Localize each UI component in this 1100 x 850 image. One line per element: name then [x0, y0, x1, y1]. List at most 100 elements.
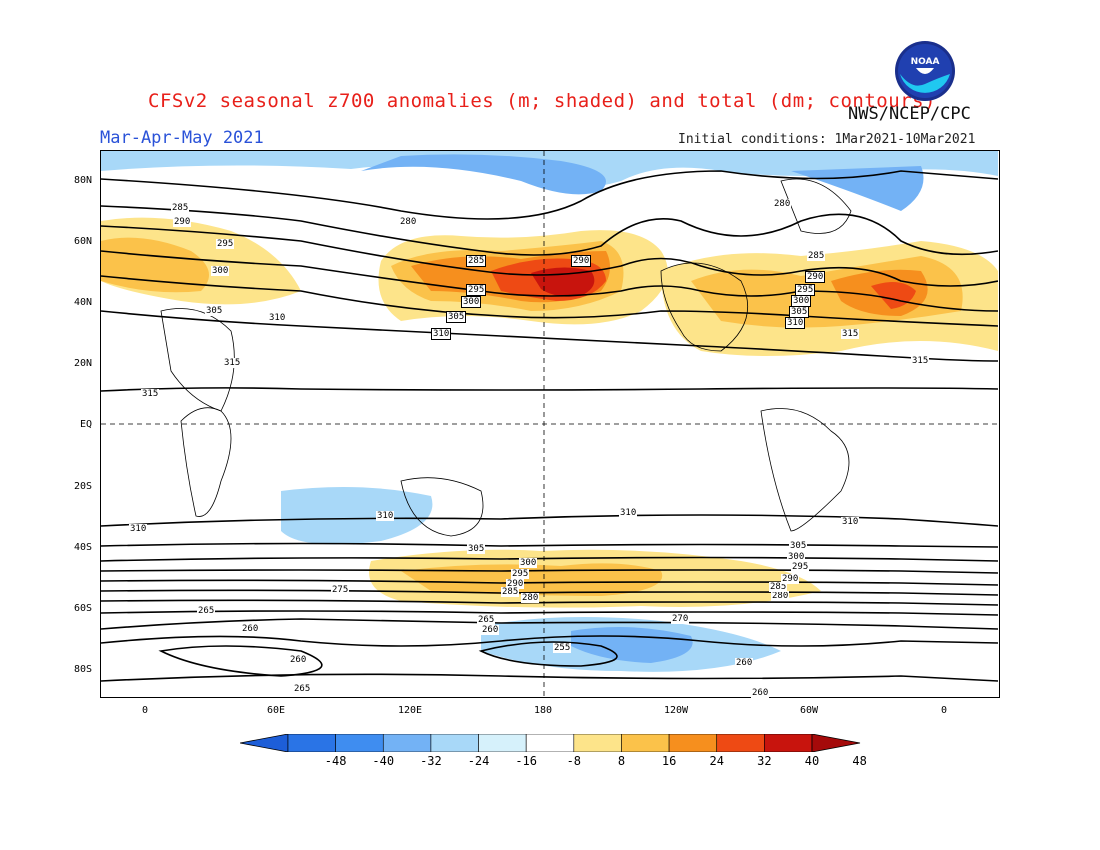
colorbar-cell: [525, 734, 575, 752]
contour-label: 295: [466, 284, 487, 296]
contour-label: 265: [197, 606, 216, 616]
contour-label: 265: [477, 615, 496, 625]
lat-label: 60S: [74, 603, 93, 614]
lon-label: 60W: [800, 705, 819, 716]
colorbar-cell: [430, 734, 479, 752]
colorbar-cell: [287, 734, 336, 752]
colorbar-label: -32: [420, 754, 442, 768]
contour-label: 305: [446, 311, 467, 323]
colorbar-cell: [716, 734, 765, 752]
colorbar-label: -40: [372, 754, 395, 768]
contour-label: 315: [841, 329, 860, 339]
map-title: CFSv2 seasonal z700 anomalies (m; shaded…: [148, 90, 936, 112]
colorbar-label: -8: [566, 754, 582, 768]
contour-label: 290: [571, 255, 592, 267]
colorbar-label: 48: [852, 754, 867, 768]
lat-label: 40S: [74, 542, 93, 553]
contour-label: 310: [431, 328, 452, 340]
colorbar-cell: [382, 734, 432, 752]
noaa-logo-text: NOAA: [911, 57, 940, 67]
contour-label: 305: [789, 541, 808, 551]
lat-label: 80N: [74, 175, 93, 186]
map-panel: 290 285 295 300 305 310 285 290 295 300 …: [100, 150, 1000, 698]
map-svg: [100, 151, 999, 696]
colorbar-label: 16: [661, 754, 677, 768]
colorbar-label: 40: [804, 754, 820, 768]
lat-label: 20N: [74, 358, 93, 369]
lon-label: 0: [142, 705, 149, 716]
contour-label: 300: [519, 558, 538, 568]
lat-label: 80S: [74, 664, 93, 675]
coastlines: [160, 178, 852, 537]
colorbar-label: 8: [617, 754, 626, 768]
contour-label: 260: [241, 624, 260, 634]
contour-label: 310: [785, 317, 806, 329]
contour-label: 315: [141, 389, 160, 399]
contour-label: 290: [781, 574, 800, 584]
colorbar-cell: [764, 734, 813, 752]
initial-conditions-label: Initial conditions: 1Mar2021-10Mar2021: [678, 132, 976, 147]
contour-label: 260: [735, 658, 754, 668]
noaa-logo: NOAA: [894, 40, 956, 106]
colorbar-label: -24: [467, 754, 490, 768]
season-label: Mar-Apr-May 2021: [100, 128, 264, 148]
lat-label: 40N: [74, 297, 93, 308]
colorbar-label: -16: [515, 754, 538, 768]
colorbar-cell: [335, 734, 384, 752]
contour-label: 300: [461, 296, 482, 308]
contour-label: 290: [173, 217, 192, 227]
lon-label: 0: [941, 705, 948, 716]
contour-label: 315: [911, 356, 930, 366]
contour-label: 305: [467, 544, 486, 554]
contour-label: 260: [289, 655, 308, 665]
negative-anomaly-north-core: [361, 154, 606, 195]
contour-label: 295: [511, 569, 530, 579]
lon-label: 120E: [398, 705, 423, 716]
contour-label: 260: [751, 688, 770, 698]
contour-label: 270: [671, 614, 690, 624]
contour-label: 300: [211, 266, 230, 276]
contour-label: 275: [331, 585, 350, 595]
colorbar-cell: [668, 734, 718, 752]
contour-label: 280: [399, 217, 418, 227]
contour-label: 300: [787, 552, 806, 562]
contour-label: 290: [506, 579, 525, 589]
contour-label: 315: [223, 358, 242, 368]
contour-label: 290: [805, 271, 826, 283]
colorbar-label: -48: [324, 754, 347, 768]
contour-label: 285: [466, 255, 487, 267]
colorbar-right-arrow: [811, 734, 861, 752]
contour-label: 280: [521, 593, 540, 603]
lon-label: 60E: [267, 705, 286, 716]
contour-label: 285: [171, 203, 190, 213]
colorbar-left-arrow: [240, 734, 289, 752]
contour-label: 295: [791, 562, 810, 572]
lon-label: 120W: [664, 705, 689, 716]
colorbar-label: 24: [709, 754, 724, 768]
negative-anomaly-south-indian: [281, 487, 433, 545]
contour-label: 280: [771, 591, 790, 601]
lon-label: 180: [534, 705, 553, 716]
colorbar-cell: [621, 734, 670, 752]
contour-label: 310: [268, 313, 287, 323]
contour-label: 285: [769, 582, 788, 592]
contour-label: 285: [501, 587, 520, 597]
contour-label: 295: [216, 239, 235, 249]
contour-label: 285: [807, 251, 826, 261]
contour-label: 260: [481, 625, 500, 635]
colorbar-cell: [478, 734, 527, 752]
lat-label: 20S: [74, 481, 93, 492]
colorbar-cell: [573, 734, 622, 752]
lat-label: 60N: [74, 236, 93, 247]
agency-label: NWS/NCEP/CPC: [848, 104, 971, 124]
contour-label: 310: [376, 511, 395, 521]
lat-label: EQ: [80, 419, 93, 430]
height-contours: [100, 170, 999, 682]
contour-label: 305: [205, 306, 224, 316]
colorbar-label: 32: [757, 754, 772, 768]
contour-label: 300: [791, 295, 812, 307]
contour-label: 310: [619, 508, 638, 518]
contour-label: 265: [293, 684, 312, 694]
contour-label: 280: [773, 199, 792, 209]
contour-label: 255: [553, 643, 572, 653]
